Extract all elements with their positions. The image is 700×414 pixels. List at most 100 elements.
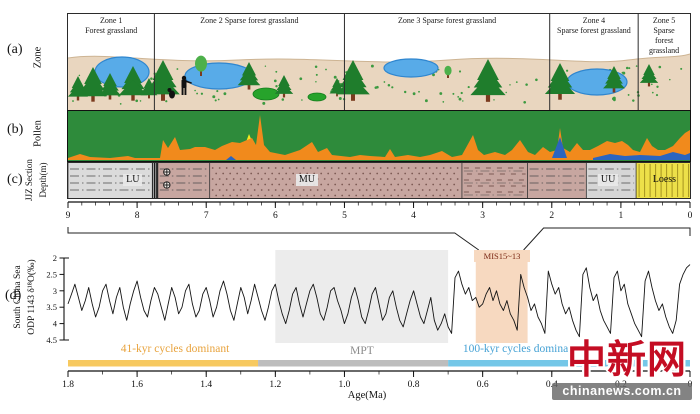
age-tick-label: 0.8: [408, 380, 420, 390]
grass-dot: [216, 90, 219, 93]
panel-a-axis-label: Zone: [32, 46, 44, 69]
tree-trunk: [108, 92, 112, 100]
grass-dot: [275, 70, 278, 73]
zone-5-label: Zone 5 Sparse forest grassland: [648, 16, 680, 55]
chinanews-logo: 中新网: [567, 339, 688, 382]
depth-tick-label: 9: [66, 211, 71, 221]
tree-trunk: [148, 93, 150, 99]
tree-trunk: [351, 90, 355, 101]
grass-dot: [651, 91, 654, 94]
y-tick-label: 4.5: [46, 335, 57, 345]
lake: [383, 58, 439, 78]
pollen-area-chart: [68, 111, 690, 161]
depth-tick-label: 7: [204, 211, 209, 221]
depth-tick-label: 0: [688, 211, 693, 221]
grass-dot: [72, 100, 74, 102]
grass-dot: [119, 103, 122, 105]
grass-dot: [275, 85, 278, 88]
conifer-base: [470, 75, 506, 96]
grass-dot: [301, 99, 303, 101]
grass-dot: [264, 65, 267, 67]
tree-trunk: [131, 91, 135, 101]
age-axis-title: Age(Ma): [347, 390, 387, 401]
grass-dot: [680, 67, 683, 70]
cycle-bar: [68, 360, 259, 367]
grass-dot: [314, 65, 318, 69]
grass-dot: [460, 91, 463, 95]
conifer-base: [639, 72, 659, 83]
y-tick-label: 2.5: [46, 269, 57, 279]
panel-b-letter: (b): [7, 122, 24, 137]
pollen-series: [226, 156, 236, 160]
pollen-series: [593, 152, 690, 160]
grass-dot: [535, 78, 538, 82]
lith-unit: [461, 163, 528, 198]
grass-dot: [223, 92, 227, 96]
grass-dot: [621, 71, 624, 74]
y-tick-label: 3.5: [46, 302, 57, 312]
grass-dot: [432, 73, 435, 77]
lith-unit: [209, 163, 462, 198]
grass-dot: [315, 73, 318, 76]
lithology-column: [68, 163, 690, 198]
depth-tick-label: 4: [411, 211, 416, 221]
mpt-label: MPT: [350, 345, 374, 357]
grass-dot: [412, 92, 416, 96]
grass-dot: [462, 100, 464, 102]
grass-dot: [658, 65, 662, 69]
depth-tick-label: 1: [619, 211, 624, 221]
panel-b-pollen: [67, 110, 691, 162]
zone-4-label: Zone 4 Sparse forest grassland: [557, 16, 631, 35]
conifer-base: [603, 76, 625, 89]
depth-tick-label: 3: [480, 211, 485, 221]
grass-dot: [656, 85, 659, 88]
grass-dot: [627, 93, 630, 96]
chinanews-url: chinanews.com.cn: [552, 383, 692, 400]
grass-dot: [273, 79, 277, 83]
grass-dot: [458, 70, 462, 73]
pollen-series: [552, 137, 567, 158]
tree-trunk: [200, 69, 202, 76]
age-tick-label: 0.4: [546, 380, 558, 390]
grass-dot: [217, 98, 220, 101]
grass-dot: [493, 99, 495, 101]
grass-dot: [442, 101, 445, 103]
grass-dot: [418, 90, 420, 93]
grass-dot: [424, 99, 428, 103]
sample-marker: [163, 181, 171, 189]
mis15-13-label: MIS15~13: [474, 250, 530, 262]
grass-dot: [452, 92, 455, 95]
age-tick-label: 1.6: [131, 380, 143, 390]
age-tick-label: 1.4: [200, 380, 212, 390]
tree-trunk: [247, 82, 251, 90]
age-tick-label: 1.0: [339, 380, 351, 390]
bush: [252, 87, 280, 101]
grass-dot: [374, 86, 378, 89]
y-tick-label: 3: [53, 286, 57, 296]
grass-dot: [525, 83, 528, 86]
grass-dot: [515, 81, 518, 83]
grass-dot: [176, 68, 179, 70]
grass-dot: [383, 81, 386, 83]
depth-tick-label: 8: [135, 211, 140, 221]
tree-trunk: [612, 85, 616, 93]
panel-c-section: LU MU UU Loess: [67, 162, 691, 199]
grass-dot: [299, 77, 303, 81]
grass-dot: [655, 94, 659, 97]
grass-dot: [387, 83, 391, 87]
landscape-art: [68, 14, 690, 110]
grass-dot: [165, 100, 168, 103]
age-tick-label: 1.2: [269, 380, 281, 390]
isotope-plot-and-axes: 9 8 7 6 5 4 3 2 1 0 2 2.5 3 3.5 4 4.5 1.8 1.6 1.4 1.2 1.0 0.8…: [46, 201, 693, 390]
depth-tick-label: 2: [549, 211, 554, 221]
conifer-base: [118, 79, 148, 96]
funnel-right: [523, 227, 691, 251]
grass-dot: [370, 64, 374, 68]
grass-dot: [439, 92, 443, 95]
cycles-41kyr-label: 41-kyr cycles dominant: [120, 343, 230, 355]
grass-dot: [338, 97, 342, 100]
grass-dot: [625, 66, 629, 70]
conifer-base: [78, 80, 108, 97]
grass-dot: [612, 96, 616, 100]
